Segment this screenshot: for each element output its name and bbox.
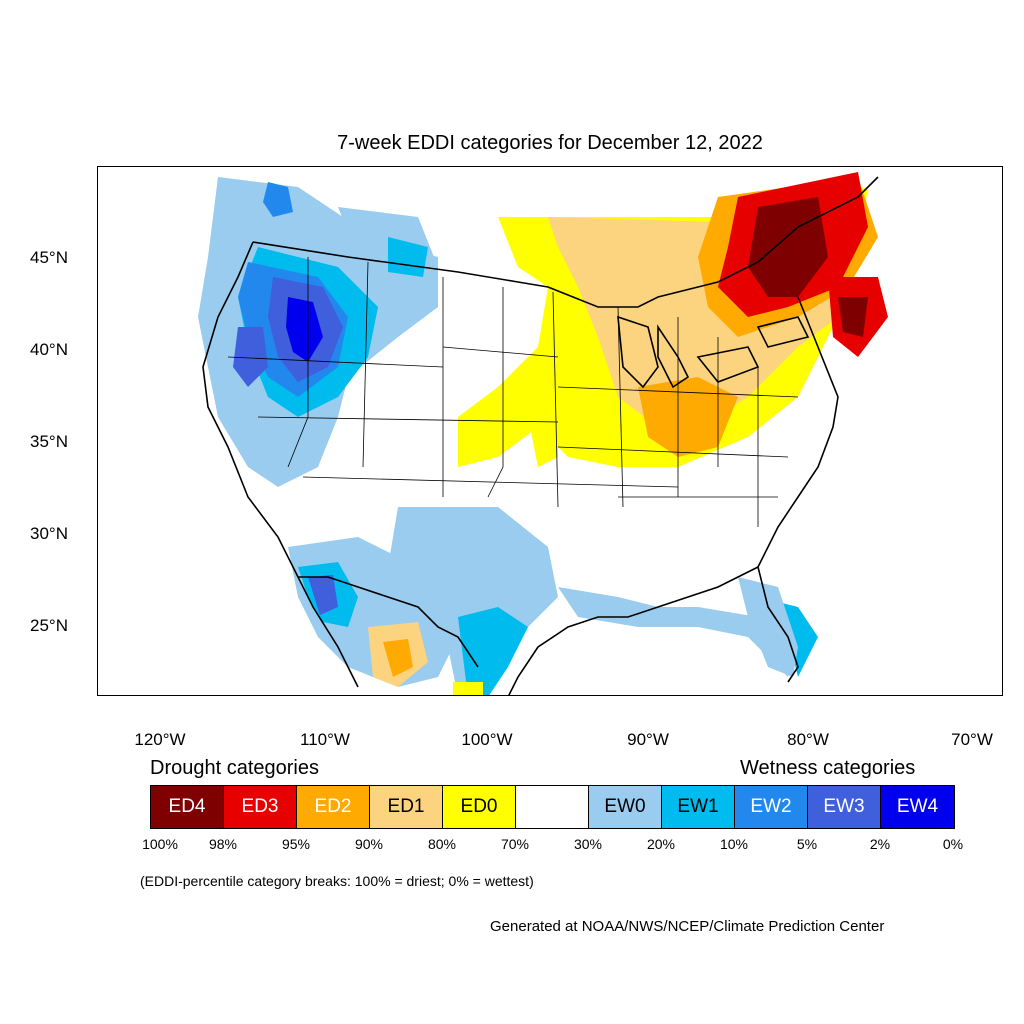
legend-swatch: EW1 <box>662 786 735 828</box>
legend-break-label: 10% <box>719 836 749 852</box>
coastlines <box>202 176 879 695</box>
legend-break-label: 30% <box>573 836 603 852</box>
wetness-region-southwest <box>288 507 818 695</box>
map-title: 7-week EDDI categories for December 12, … <box>337 132 763 154</box>
legend-swatch: ED2 <box>297 786 370 828</box>
drought-region-east <box>458 172 888 467</box>
legend-swatch: ED4 <box>151 786 224 828</box>
wetness-region-west <box>198 177 438 487</box>
legend-swatch: EW3 <box>808 786 881 828</box>
legend-break-label: 2% <box>869 836 891 852</box>
drought-categories-heading: Drought categories <box>150 757 319 779</box>
legend-swatch: ED1 <box>370 786 443 828</box>
legend-break-label: 90% <box>354 836 384 852</box>
lon-tick-label: 100°W <box>461 730 513 749</box>
legend-color-bar: ED4 ED3 ED2 ED1 ED0 EW0 EW1 EW2 EW3 EW4 <box>150 785 955 829</box>
lon-tick-label: 70°W <box>951 730 993 749</box>
lat-tick-label: 40°N <box>30 340 68 359</box>
legend-break-label: 98% <box>208 836 238 852</box>
legend-break-label: 0% <box>942 836 964 852</box>
drought-region-mexico <box>368 622 483 695</box>
lon-tick-label: 110°W <box>300 730 350 749</box>
legend-break-label: 20% <box>646 836 676 852</box>
legend-swatch <box>516 786 589 828</box>
wetness-categories-heading: Wetness categories <box>740 757 916 779</box>
legend-break-label: 70% <box>500 836 530 852</box>
lon-tick-label: 120°W <box>134 730 186 749</box>
lat-tick-label: 35°N <box>30 432 68 451</box>
legend-swatch: EW0 <box>589 786 662 828</box>
legend-break-label: 95% <box>281 836 311 852</box>
legend-break-label: 80% <box>427 836 457 852</box>
legend-swatch: EW2 <box>735 786 808 828</box>
eddi-map <box>97 166 1003 696</box>
state-borders <box>227 257 799 527</box>
legend-break-label: 5% <box>796 836 818 852</box>
lon-tick-label: 90°W <box>627 730 669 749</box>
lon-tick-label: 80°W <box>787 730 829 749</box>
legend-break-label: 100% <box>142 836 178 852</box>
legend-swatch: ED3 <box>224 786 297 828</box>
wetness-region-southeast <box>738 577 798 677</box>
legend-swatch: ED0 <box>443 786 516 828</box>
credit-line: Generated at NOAA/NWS/NCEP/Climate Predi… <box>490 918 885 935</box>
lat-tick-label: 30°N <box>30 524 68 543</box>
map-canvas <box>198 172 888 695</box>
category-break-note: (EDDI-percentile category breaks: 100% =… <box>140 873 534 889</box>
lat-tick-label: 25°N <box>30 616 68 635</box>
legend-swatch: EW4 <box>881 786 954 828</box>
lat-tick-label: 45°N <box>30 248 68 267</box>
